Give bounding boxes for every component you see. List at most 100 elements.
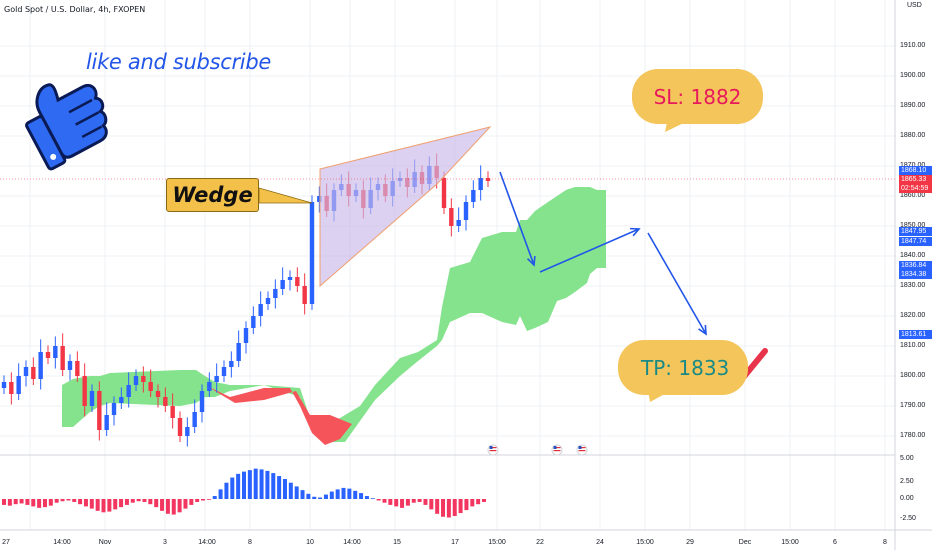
oscillator-bar: [189, 499, 194, 505]
oscillator-bar: [476, 499, 481, 505]
oscillator-bar: [224, 482, 229, 499]
candle-body: [463, 202, 469, 220]
candle-body: [236, 343, 241, 361]
oscillator-tick-label: 5.00: [900, 455, 914, 462]
price-tag: 1847.95: [899, 227, 932, 236]
oscillator-bar: [259, 469, 264, 499]
oscillator-bar: [42, 499, 47, 508]
projection-arrow-down-1-head: [526, 255, 536, 267]
oscillator-bar: [19, 499, 24, 504]
candle-body: [126, 385, 131, 397]
candle-body: [89, 391, 95, 406]
oscillator-bar: [329, 491, 334, 499]
oscillator-bar: [183, 499, 188, 509]
flag-icon-stripe: [578, 450, 586, 452]
oscillator-bar: [394, 499, 399, 507]
candle-body: [141, 376, 146, 382]
wedge-callout: Wedge: [166, 178, 259, 212]
projection-arrow-down-2-head: [698, 324, 707, 336]
thumbs-up-icon: [25, 83, 108, 171]
time-tick-label: 8: [883, 539, 887, 546]
oscillator-bar: [136, 499, 141, 502]
oscillator-bar: [60, 499, 65, 502]
time-tick-label: 15:00: [781, 539, 799, 546]
oscillator-bar: [417, 499, 422, 502]
candle-body: [199, 391, 205, 412]
oscillator-bar: [142, 499, 147, 502]
stop-loss-bubble: SL: 1882: [632, 69, 763, 124]
candle-body: [258, 304, 263, 316]
oscillator-bar: [323, 494, 328, 499]
oscillator-bar: [400, 499, 405, 508]
oscillator-bar: [201, 499, 206, 501]
candle-body: [97, 391, 102, 430]
candle-body: [119, 397, 124, 403]
oscillator-bar: [89, 499, 94, 509]
candle-body: [163, 397, 168, 406]
candle-body: [273, 289, 278, 298]
time-tick-label: Nov: [98, 539, 112, 546]
oscillator-bar: [119, 499, 124, 508]
time-tick-label: 14:00: [343, 539, 361, 546]
oscillator-bar: [148, 499, 153, 505]
price-tick-label: 1910.00: [900, 42, 926, 49]
candle-body: [177, 418, 183, 436]
price-tick-label: 1890.00: [900, 102, 926, 109]
oscillator-bar: [446, 499, 451, 518]
time-tick-label: 15: [393, 539, 401, 546]
candle-body: [155, 391, 161, 397]
price-tick-label: 1840.00: [900, 252, 926, 259]
time-tick-label: 3: [163, 539, 167, 546]
oscillator-bar: [335, 489, 340, 499]
candle-body: [441, 178, 447, 208]
time-tick-label: 15:00: [636, 539, 654, 546]
price-tag: 1834.38: [899, 270, 932, 279]
oscillator-bar: [101, 499, 106, 513]
price-tick-label: 1790.00: [900, 402, 926, 409]
price-tag: 1813.61: [899, 330, 932, 339]
candle-body: [23, 367, 29, 376]
price-tag: 1847.74: [899, 237, 932, 246]
like-subscribe-text: like and subscribe: [86, 50, 271, 74]
candle-body: [265, 298, 271, 304]
oscillator-bar: [66, 499, 71, 501]
oscillator-bar: [382, 499, 387, 503]
candle-body: [317, 196, 322, 202]
oscillator-bar: [306, 493, 311, 499]
candle-body: [133, 376, 139, 385]
oscillator-bar: [288, 482, 293, 499]
oscillator-bar: [347, 488, 352, 499]
time-tick-label: 24: [596, 539, 604, 546]
oscillator-bar: [441, 499, 446, 517]
projection-arrow-down-1: [499, 171, 535, 266]
oscillator-bar: [124, 499, 129, 505]
price-tick-label: 1830.00: [900, 282, 926, 289]
price-tick-label: 1880.00: [900, 132, 926, 139]
oscillator-bar: [464, 499, 469, 511]
candle-body: [9, 382, 14, 394]
oscillator-bar: [31, 499, 36, 507]
oscillator-bar: [370, 498, 375, 500]
oscillator-bar: [247, 470, 252, 499]
flag-icon-canton: [578, 446, 582, 449]
oscillator-bar: [195, 499, 200, 502]
oscillator-bar: [429, 499, 434, 510]
oscillator-bar: [37, 499, 42, 508]
oscillator-bar: [411, 499, 416, 503]
price-tag: 02:54:59: [899, 184, 932, 193]
time-tick-label: Dec: [738, 539, 752, 546]
projection-arrow-down-2: [647, 232, 707, 335]
oscillator-bar: [376, 499, 381, 501]
candle-body: [251, 316, 256, 328]
oscillator-bar: [206, 499, 211, 500]
price-tick-label: 1870.00: [900, 162, 925, 169]
time-tick-label: 6: [833, 539, 837, 546]
flag-icon-stripe: [553, 447, 561, 449]
time-tick-label: 17: [451, 539, 459, 546]
candle-body: [31, 367, 36, 379]
oscillator-bar: [230, 477, 235, 499]
candle-body: [449, 208, 454, 226]
price-tick-label: 1820.00: [900, 312, 926, 319]
time-tick-label: 15:00: [488, 539, 506, 546]
